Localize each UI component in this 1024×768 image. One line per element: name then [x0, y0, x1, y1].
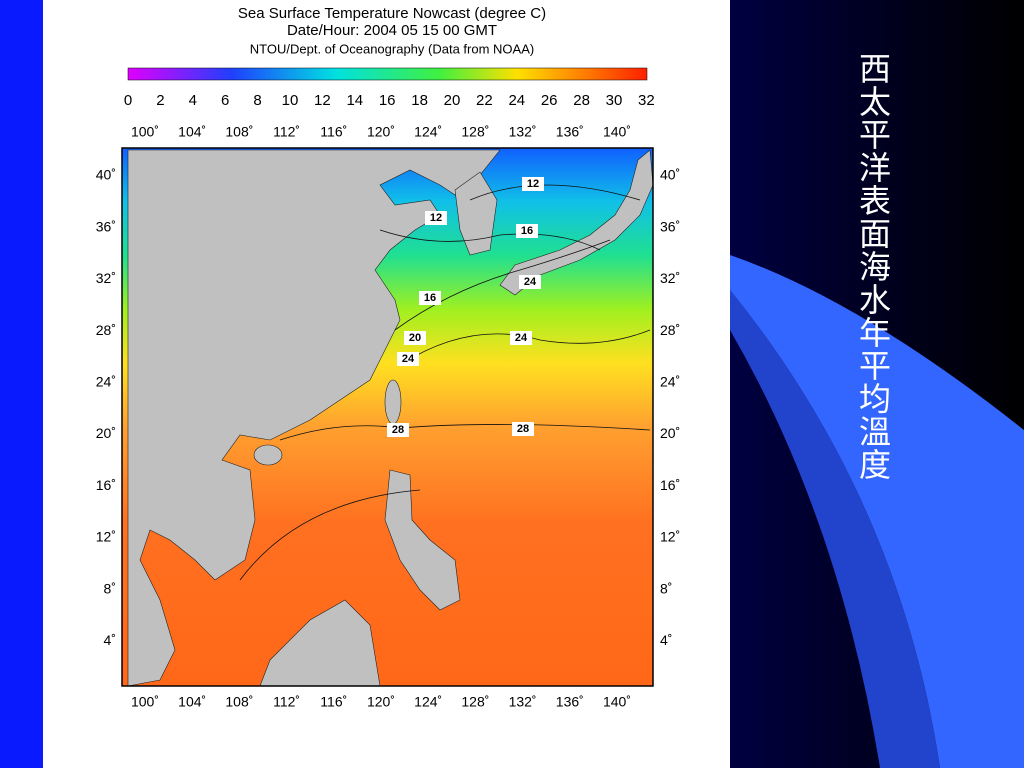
colorbar-tick: 16 — [379, 92, 396, 109]
lon-label-bottom: 116˚ — [320, 694, 347, 710]
lat-label-left: 20˚ — [96, 425, 116, 441]
contour-label-box — [522, 177, 544, 191]
lat-label-left: 8˚ — [104, 580, 116, 596]
contour-label-box — [519, 275, 541, 289]
lon-label-bottom: 120˚ — [367, 694, 395, 710]
lon-label-top: 140˚ — [603, 124, 631, 140]
title-line: NTOU/Dept. of Oceanography (Data from NO… — [250, 41, 534, 56]
lat-label-left: 16˚ — [96, 477, 116, 493]
colorbar-tick: 22 — [476, 92, 493, 109]
colorbar-tick: 4 — [189, 92, 197, 109]
lat-label-right: 20˚ — [660, 425, 680, 441]
contour-label-box — [419, 291, 441, 305]
swoosh-shade — [730, 290, 940, 768]
contours — [239, 184, 651, 581]
lon-label-bottom: 124˚ — [414, 694, 442, 710]
lat-label-right: 12˚ — [660, 529, 680, 545]
lon-label-bottom: 108˚ — [225, 694, 253, 710]
lon-label-bottom: 104˚ — [178, 694, 206, 710]
lat-label-right: 36˚ — [660, 218, 680, 234]
contour-label: 28 — [392, 424, 404, 436]
lon-label-top: 104˚ — [178, 124, 206, 140]
colorbar-tick: 32 — [638, 92, 655, 109]
contour-label: 12 — [430, 212, 442, 224]
contour-label-box — [387, 423, 409, 437]
lon-label-top: 132˚ — [509, 124, 537, 140]
lat-label-left: 32˚ — [96, 270, 116, 286]
lon-label-top: 108˚ — [225, 124, 253, 140]
lat-label-left: 28˚ — [96, 322, 116, 338]
lat-label-left: 24˚ — [96, 374, 116, 390]
lat-label-right: 8˚ — [660, 580, 672, 596]
lat-label-right: 40˚ — [660, 167, 680, 183]
contour-label: 16 — [424, 292, 436, 304]
lon-label-top: 100˚ — [131, 124, 159, 140]
colorbar-tick: 10 — [282, 92, 299, 109]
side-title: 西太平洋表面海水年平均溫度 — [854, 52, 892, 481]
colorbar-tick: 20 — [444, 92, 461, 109]
map-frame — [121, 147, 654, 687]
lon-label-bottom: 100˚ — [131, 694, 159, 710]
contour-label: 24 — [515, 332, 528, 344]
colorbar-tick: 8 — [253, 92, 261, 109]
lat-label-right: 4˚ — [660, 632, 672, 648]
title-line: Sea Surface Temperature Nowcast (degree … — [238, 5, 546, 22]
lon-label-bottom: 128˚ — [461, 694, 489, 710]
lat-label-left: 12˚ — [96, 529, 116, 545]
lat-label-right: 32˚ — [660, 270, 680, 286]
lat-label-right: 28˚ — [660, 322, 680, 338]
lon-label-top: 136˚ — [556, 124, 584, 140]
lon-label-bottom: 132˚ — [509, 694, 537, 710]
contour-label-box — [516, 224, 538, 238]
lon-label-top: 120˚ — [367, 124, 395, 140]
colorbar-tick: 12 — [314, 92, 331, 109]
colorbar-tick: 24 — [508, 92, 525, 109]
lon-label-bottom: 136˚ — [556, 694, 584, 710]
lon-label-top: 116˚ — [320, 124, 347, 140]
contour-label: 28 — [517, 423, 529, 435]
lat-label-left: 36˚ — [96, 218, 116, 234]
contour-label: 24 — [402, 353, 415, 365]
lon-label-top: 128˚ — [461, 124, 489, 140]
contour-label-box — [510, 331, 532, 345]
colorbar-tick: 0 — [124, 92, 132, 109]
contour-label-box — [425, 211, 447, 225]
lon-label-top: 112˚ — [273, 124, 300, 140]
lon-label-bottom: 140˚ — [603, 694, 631, 710]
colorbar-tick: 30 — [606, 92, 623, 109]
colorbar-tick: 18 — [411, 92, 428, 109]
lat-label-right: 16˚ — [660, 477, 680, 493]
lat-label-left: 40˚ — [96, 167, 116, 183]
contour-label: 12 — [527, 178, 539, 190]
colorbar-tick: 6 — [221, 92, 229, 109]
lat-label-right: 24˚ — [660, 374, 680, 390]
colorbar-tick: 2 — [156, 92, 164, 109]
land — [127, 149, 654, 687]
title-line: Date/Hour: 2004 05 15 00 GMT — [287, 22, 497, 39]
colorbar — [127, 67, 648, 81]
colorbar-tick: 26 — [541, 92, 558, 109]
contour-label: 20 — [409, 332, 421, 344]
swoosh — [730, 255, 1024, 768]
colorbar-tick: 28 — [573, 92, 590, 109]
lon-label-bottom: 112˚ — [273, 694, 300, 710]
contour-label-box — [404, 331, 426, 345]
contour-label-box — [512, 422, 534, 436]
contour-label: 16 — [521, 225, 533, 237]
lon-label-top: 124˚ — [414, 124, 442, 140]
left-strip — [0, 0, 43, 768]
contour-label: 24 — [524, 276, 537, 288]
lat-label-left: 4˚ — [104, 632, 116, 648]
contour-label-box — [397, 352, 419, 366]
colorbar-tick: 14 — [346, 92, 363, 109]
